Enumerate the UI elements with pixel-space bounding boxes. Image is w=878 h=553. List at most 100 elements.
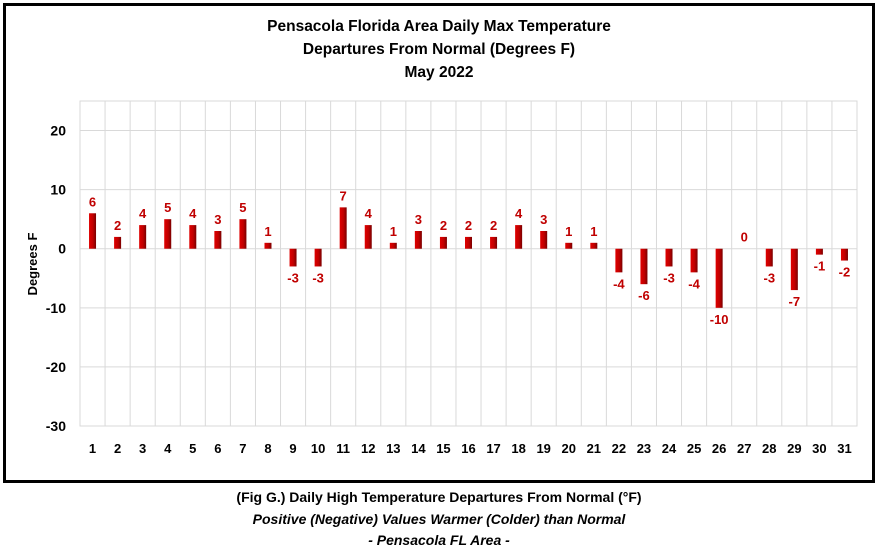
data-label: 1 [264, 224, 271, 239]
bar [264, 242, 272, 249]
x-tick-label: 1 [89, 441, 96, 456]
data-label: -4 [613, 276, 625, 291]
data-label: 1 [565, 224, 572, 239]
bar [89, 213, 97, 249]
x-tick-label: 31 [837, 441, 851, 456]
data-label: 2 [114, 218, 121, 233]
caption-line-3: - Pensacola FL Area - [368, 532, 510, 548]
x-tick-label: 28 [762, 441, 776, 456]
bar [389, 242, 397, 249]
x-tick-label: 8 [264, 441, 271, 456]
x-tick-label: 18 [511, 441, 525, 456]
bar [239, 219, 247, 249]
y-tick-label: -30 [46, 418, 66, 434]
data-label: 1 [390, 224, 397, 239]
data-label: -7 [789, 294, 801, 309]
bar [615, 248, 623, 273]
x-tick-label: 22 [612, 441, 626, 456]
data-label: -2 [839, 265, 851, 280]
bar [289, 248, 297, 267]
x-tick-label: 14 [411, 441, 426, 456]
data-label: 3 [540, 212, 547, 227]
data-label: 4 [365, 206, 373, 221]
x-tick-label: 30 [812, 441, 826, 456]
bar [840, 248, 848, 261]
y-tick-label: 20 [50, 123, 66, 139]
data-label: -6 [638, 288, 650, 303]
data-label: 4 [139, 206, 147, 221]
data-label: 5 [164, 200, 171, 215]
data-label: -3 [312, 270, 324, 285]
x-tick-label: 4 [164, 441, 172, 456]
data-label: -1 [814, 259, 826, 274]
x-tick-label: 2 [114, 441, 121, 456]
bar [815, 248, 823, 255]
bar [565, 242, 573, 249]
x-tick-label: 16 [461, 441, 475, 456]
bar [790, 248, 798, 291]
data-label: -3 [287, 270, 299, 285]
y-tick-label: 0 [58, 241, 66, 257]
bar [490, 236, 498, 249]
bar [715, 248, 723, 308]
bar [139, 225, 147, 249]
bar [439, 236, 447, 249]
chart-title-line-3: May 2022 [404, 64, 474, 81]
x-tick-label: 26 [712, 441, 726, 456]
data-label: 2 [465, 218, 472, 233]
data-label: 3 [214, 212, 221, 227]
bar [540, 231, 548, 249]
grid-lines [79, 100, 858, 427]
data-label: 5 [239, 200, 246, 215]
x-tick-label: 19 [536, 441, 550, 456]
y-tick-label: -20 [46, 359, 66, 375]
bar [189, 225, 197, 249]
y-tick-label: 10 [50, 182, 66, 198]
x-tick-label: 17 [486, 441, 500, 456]
bar [765, 248, 773, 267]
data-labels: 6 2 4 5 4 3 5 1 -3 -3 7 4 1 3 2 2 2 4 3 1 1 -4 -6 -3 -4 -10 0 -3 -7 -… [89, 188, 850, 326]
x-tick-label: 3 [139, 441, 146, 456]
data-label: 4 [189, 206, 197, 221]
data-label: -10 [710, 312, 729, 327]
x-tick-label: 29 [787, 441, 801, 456]
x-tick-label: 23 [637, 441, 651, 456]
bar [465, 236, 472, 249]
x-tick-label: 13 [386, 441, 400, 456]
bar [640, 248, 648, 285]
x-tick-label: 12 [361, 441, 375, 456]
data-label: 4 [515, 206, 523, 221]
data-label: -4 [688, 276, 700, 291]
x-tick-label: 27 [737, 441, 751, 456]
bar [339, 207, 347, 249]
x-tick-label: 6 [214, 441, 221, 456]
bar [364, 225, 372, 249]
data-label: 7 [340, 188, 347, 203]
plot-area-border [79, 100, 858, 427]
bar [114, 236, 122, 249]
x-tick-label: 25 [687, 441, 701, 456]
bar [214, 231, 222, 249]
x-tick-label: 11 [336, 441, 350, 456]
bar [164, 219, 172, 249]
chart-frame [3, 3, 875, 483]
bar [314, 248, 322, 267]
caption-line-1: (Fig G.) Daily High Temperature Departur… [236, 489, 642, 505]
bar [515, 225, 523, 249]
x-tick-label: 15 [436, 441, 450, 456]
y-tick-label: -10 [46, 300, 66, 316]
data-label: -3 [663, 270, 675, 285]
caption-line-2: Positive (Negative) Values Warmer (Colde… [252, 511, 626, 527]
bar [690, 248, 698, 273]
x-tick-label: 24 [662, 441, 677, 456]
bars [89, 207, 848, 308]
x-tick-label: 10 [311, 441, 325, 456]
x-tick-label: 20 [562, 441, 576, 456]
data-label: 3 [415, 212, 422, 227]
bar [414, 231, 422, 249]
data-label: 2 [440, 218, 447, 233]
x-tick-label: 9 [289, 441, 296, 456]
chart-title-line-2: Departures From Normal (Degrees F) [302, 41, 576, 58]
x-tick-label: 21 [587, 441, 601, 456]
